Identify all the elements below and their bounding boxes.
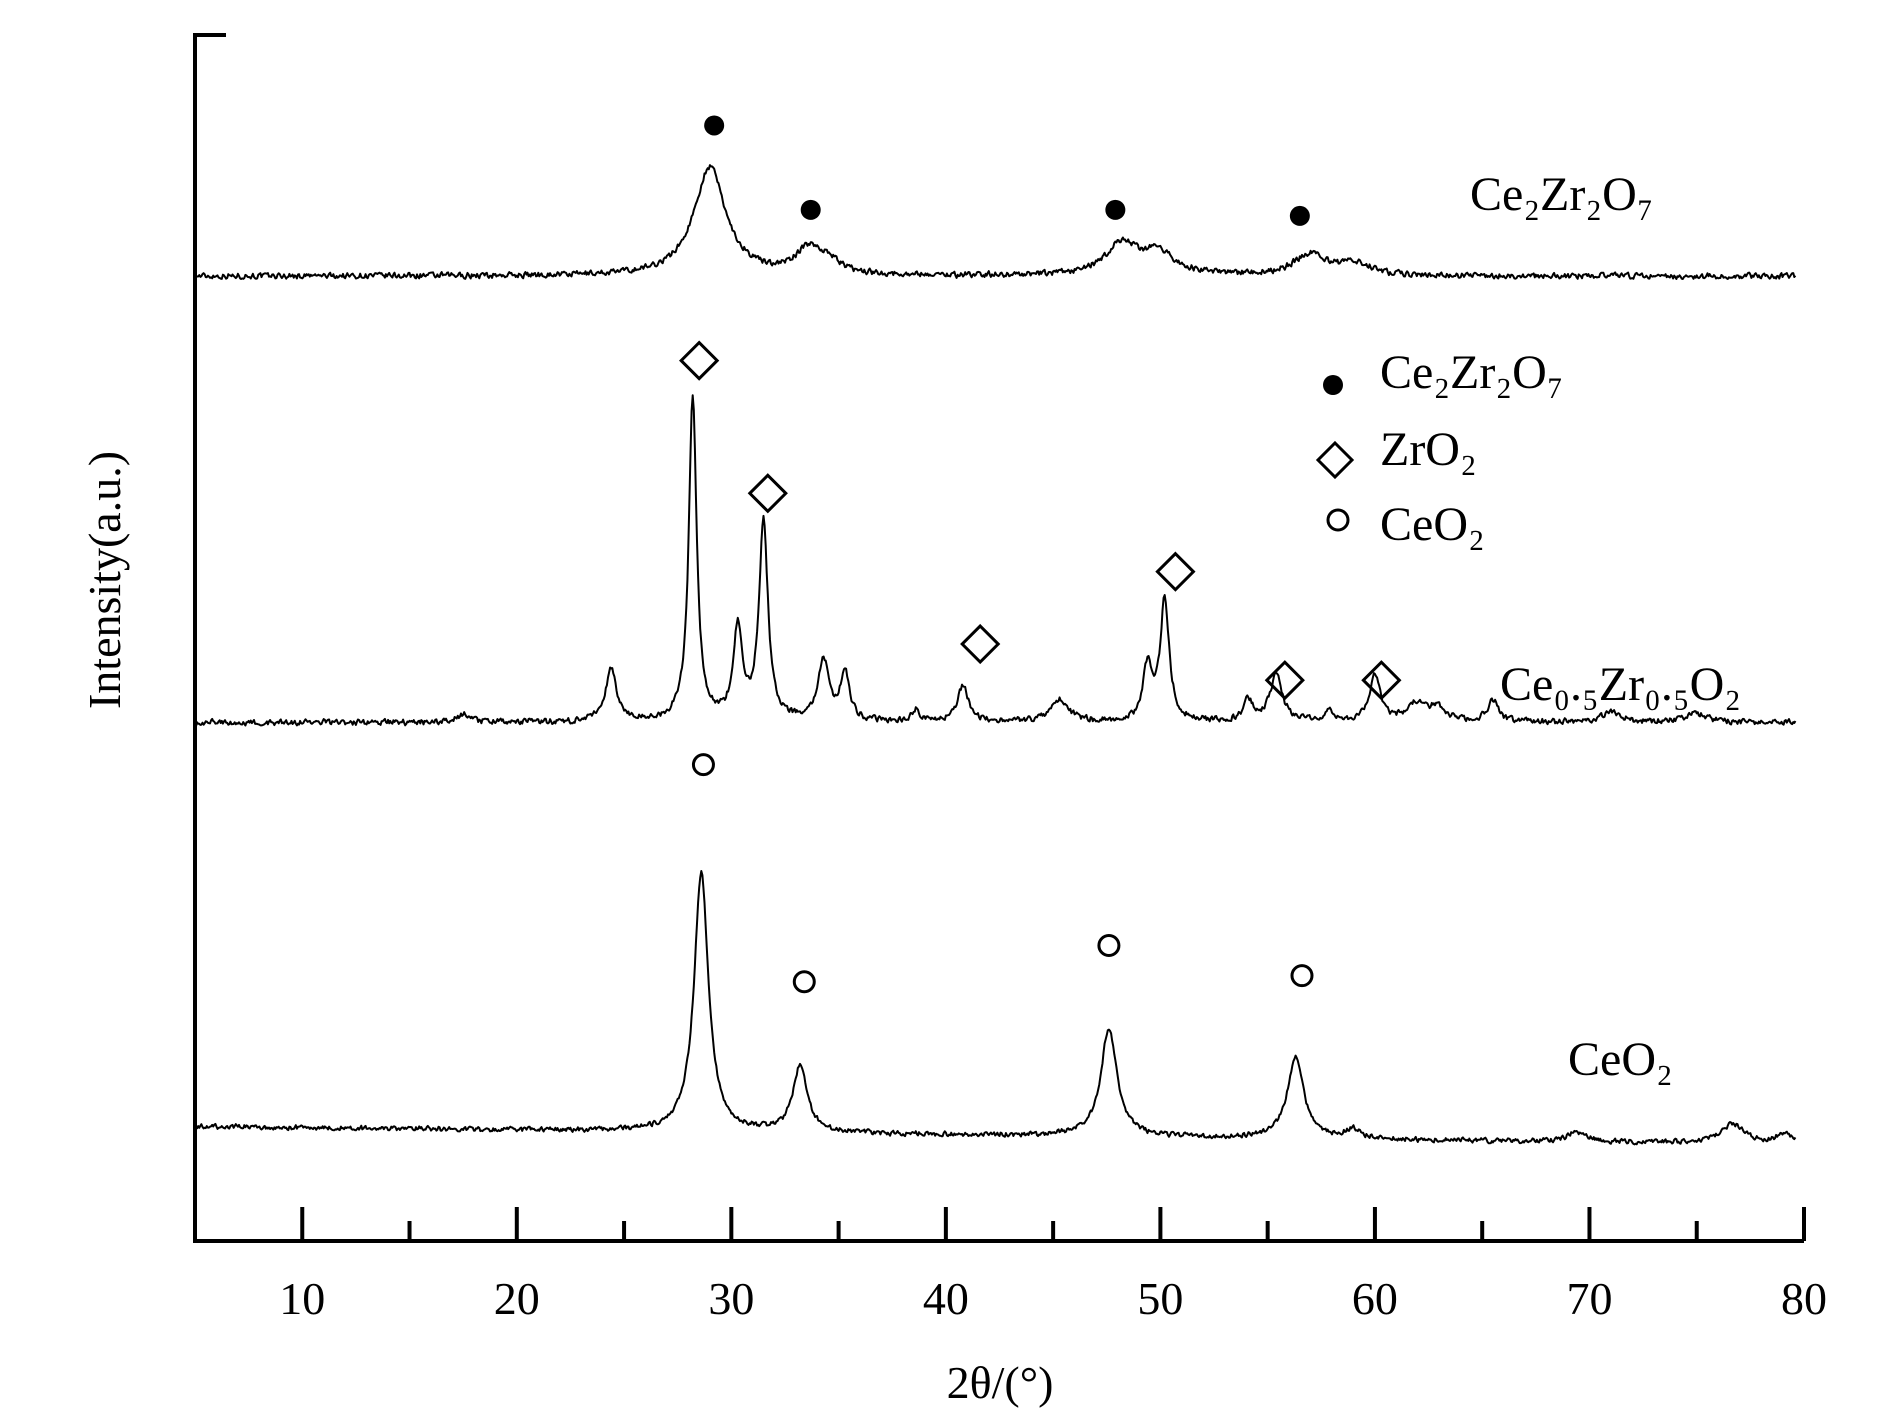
series-label-ceo2: CeO₂: [1568, 1033, 1673, 1086]
phase-marker-ceo2-2-0: [693, 755, 713, 775]
phase-markers: [681, 115, 1399, 991]
phase-marker-zro2-1-1: [750, 475, 786, 511]
phase-marker-zro2-1-0: [681, 343, 717, 379]
x-tick-label-60: 60: [1352, 1273, 1398, 1324]
series-label-ce05zr05o2: Ce₀.₅Zr₀.₅O₂: [1500, 658, 1741, 711]
y-axis-title: Intensity(a.u.): [79, 451, 130, 709]
phase-marker-ceo2-2-1: [794, 972, 814, 992]
legend-marker-ce2zr2o7: [1323, 375, 1343, 395]
x-axis-title: 2θ/(°): [947, 1357, 1054, 1408]
legend-marker-ceo2: [1328, 510, 1348, 530]
legend-label-zro2: ZrO₂: [1380, 423, 1477, 476]
phase-marker-ceo2-2-3: [1292, 966, 1312, 986]
x-ticks: [302, 1207, 1804, 1241]
phase-marker-zro2-1-2: [962, 626, 998, 662]
legend-label-ceo2: CeO₂: [1380, 498, 1485, 551]
phase-marker-ce2zr2o7-0-0: [704, 115, 724, 135]
phase-marker-ce2zr2o7-0-1: [801, 200, 821, 220]
legend-label-ce2zr2o7: Ce₂Zr₂O₇: [1380, 346, 1564, 399]
phase-marker-ceo2-2-2: [1099, 936, 1119, 956]
x-tick-label-10: 10: [279, 1273, 325, 1324]
legend-marker-zro2: [1318, 443, 1352, 477]
x-tick-label-80: 80: [1781, 1273, 1827, 1324]
x-tick-label-50: 50: [1137, 1273, 1183, 1324]
legend: Ce₂Zr₂O₇ ZrO₂ CeO₂: [1318, 346, 1564, 551]
x-tick-label-70: 70: [1566, 1273, 1612, 1324]
x-tick-label-20: 20: [494, 1273, 540, 1324]
x-tick-labels: 10 20 30 40 50 60 70 80: [279, 1273, 1827, 1324]
x-tick-label-40: 40: [923, 1273, 969, 1324]
series-label-ce2zr2o7: Ce₂Zr₂O₇: [1470, 168, 1654, 221]
series-paths: [195, 165, 1795, 1144]
series-line-2: [195, 871, 1795, 1144]
phase-marker-zro2-1-3: [1157, 554, 1193, 590]
x-tick-label-30: 30: [708, 1273, 754, 1324]
phase-marker-ce2zr2o7-0-2: [1105, 200, 1125, 220]
phase-marker-ce2zr2o7-0-3: [1290, 206, 1310, 226]
